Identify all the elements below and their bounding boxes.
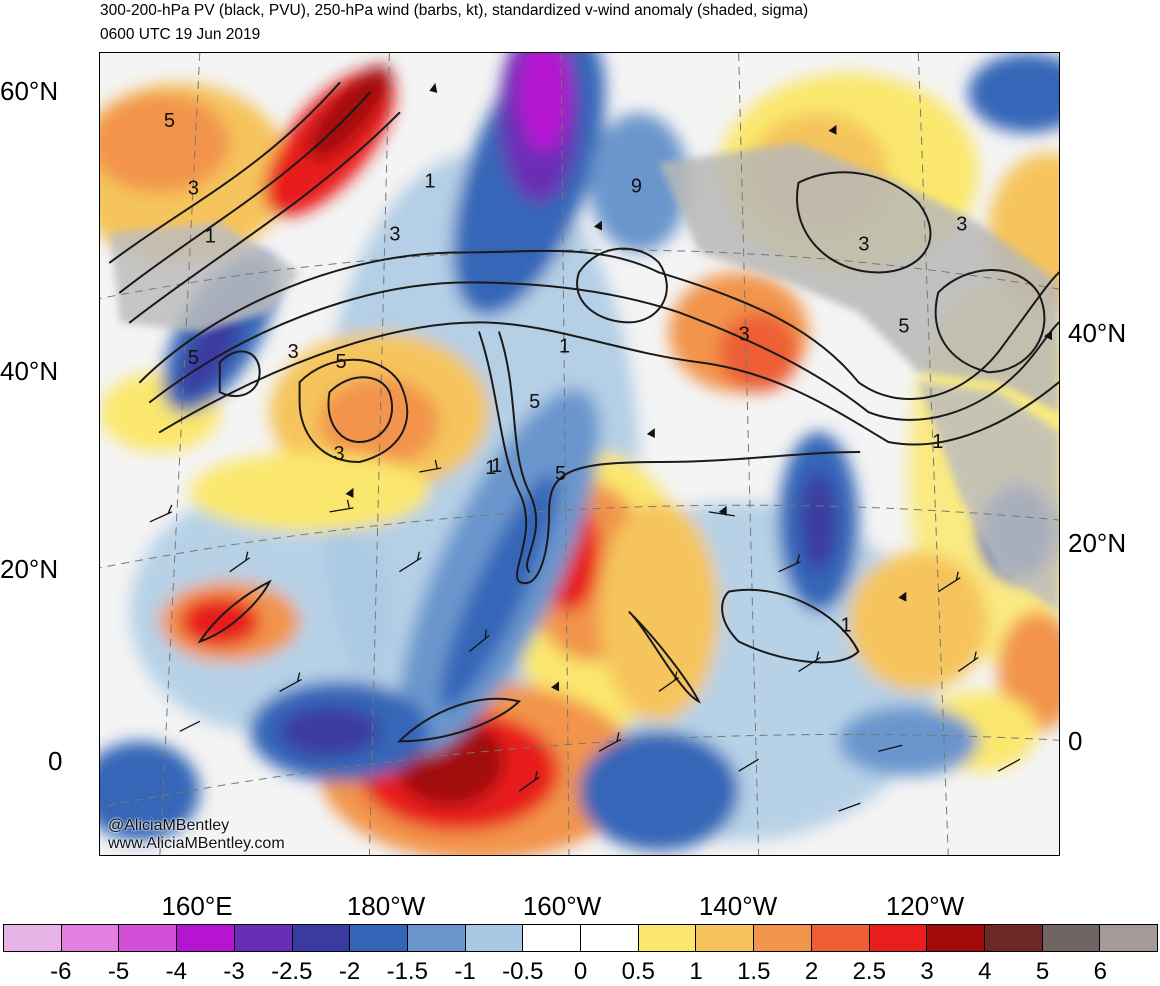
map-title: 300-200-hPa PV (black, PVU), 250-hPa win… (100, 2, 809, 19)
colorbar-swatch (754, 925, 812, 951)
pv-label: 9 (631, 176, 642, 198)
colorbar-label: -2 (338, 958, 361, 985)
colorbar-swatch (811, 925, 870, 951)
colorbar-label: 1.5 (737, 958, 771, 985)
pv-label: 1 (559, 335, 570, 357)
pv-contour-labels: 5 3 1 3 1 9 3 5 3 5 1 3 5 5 3 1 5 1 1 3 … (164, 110, 967, 637)
pv-label: 3 (334, 443, 345, 465)
pv-label: 3 (188, 178, 199, 200)
colorbar-label: -4 (165, 958, 187, 985)
lat-label-20n-right: 20°N (1068, 528, 1127, 558)
lat-label-0-right: 0 (1068, 726, 1083, 756)
colorbar-swatch (696, 925, 755, 951)
pv-label: 1 (205, 226, 216, 248)
graticule (100, 53, 1059, 855)
pv-label: 1 (424, 171, 435, 193)
colorbar-label: -5 (107, 958, 130, 985)
credit-twitter: @AliciaMBentley (108, 817, 230, 834)
lat-label-60n-left: 60°N (0, 76, 59, 106)
map-plot: 5 3 1 3 1 9 3 5 3 5 1 3 5 5 3 1 5 1 1 3 … (100, 53, 1059, 855)
pv-label: 5 (336, 351, 347, 373)
colorbar-swatch (927, 925, 985, 951)
colorbar-swatch (869, 925, 928, 951)
wind-barb-flags (345, 82, 1053, 692)
colorbar-swatch (1100, 925, 1158, 951)
credit-website: www.AliciaMBentley.com (108, 835, 285, 852)
pv-label: 1 (840, 615, 851, 637)
pv-label: 5 (529, 391, 540, 413)
colorbar-label: -6 (50, 958, 72, 985)
colorbar-swatch (350, 925, 408, 951)
colorbar-swatch (61, 925, 120, 951)
colorbar-label: 1 (689, 958, 703, 985)
map-valid-time: 0600 UTC 19 Jun 2019 (100, 26, 261, 43)
colorbar-swatch (465, 925, 524, 951)
colorbar-label: -2.5 (271, 958, 313, 985)
colorbar-label: 5 (1035, 958, 1050, 985)
lon-label-160e: 160°E (161, 891, 233, 921)
wind-barbs (149, 459, 1021, 812)
pv-label: 3 (288, 341, 299, 363)
lat-label-20n-left: 20°N (0, 554, 59, 584)
pv-label: 5 (188, 347, 199, 369)
colorbar (3, 924, 1158, 952)
pv-label: 1 (491, 455, 502, 477)
colorbar-swatch (177, 925, 235, 951)
lon-label-160w: 160°W (522, 891, 602, 921)
colorbar-swatch (407, 925, 466, 951)
lon-label-140w: 140°W (698, 891, 778, 921)
colorbar-label: 2.5 (852, 958, 886, 985)
colorbar-label: 0.5 (621, 958, 655, 985)
pv-contours (108, 81, 1059, 743)
colorbar-label: 6 (1093, 958, 1107, 985)
colorbar-swatch (1042, 925, 1101, 951)
colorbar-label: -3 (223, 958, 245, 985)
colorbar-swatch (119, 925, 178, 951)
pv-label: 3 (956, 214, 967, 236)
colorbar-label: -1 (454, 958, 476, 985)
colorbar-swatch (4, 925, 62, 951)
lat-label-0-left: 0 (48, 746, 63, 776)
colorbar-swatch (234, 925, 293, 951)
pv-label: 1 (485, 457, 496, 479)
pv-label: 1 (932, 431, 943, 453)
colorbar-label: 0 (573, 958, 588, 985)
lon-label-180w: 180°W (346, 891, 426, 921)
colorbar-swatch (581, 925, 639, 951)
colorbar-swatch (638, 925, 697, 951)
lat-label-40n-left: 40°N (0, 356, 59, 386)
lat-label-40n-right: 40°N (1068, 318, 1127, 348)
colorbar-label: -0.5 (502, 958, 544, 985)
pv-label: 5 (164, 110, 175, 132)
colorbar-swatch (292, 925, 351, 951)
map-panel[interactable]: 5 3 1 3 1 9 3 5 3 5 1 3 5 5 3 1 5 1 1 3 … (99, 52, 1060, 856)
pv-label: 3 (739, 323, 750, 345)
colorbar-swatch (523, 925, 582, 951)
colorbar-label: 4 (978, 958, 992, 985)
colorbar-swatch (984, 925, 1043, 951)
colorbar-label: 3 (920, 958, 934, 985)
pv-label: 5 (898, 315, 909, 337)
lon-label-120w: 120°W (885, 891, 965, 921)
pv-label: 5 (555, 463, 566, 485)
pv-label: 3 (389, 224, 400, 246)
pv-label: 3 (858, 234, 869, 256)
colorbar-label: -1.5 (386, 958, 428, 985)
colorbar-label: 2 (804, 958, 819, 985)
